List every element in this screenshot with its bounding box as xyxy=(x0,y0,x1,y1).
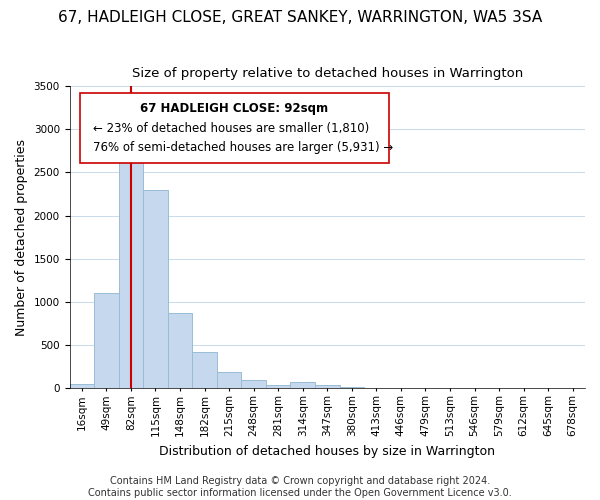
Y-axis label: Number of detached properties: Number of detached properties xyxy=(15,138,28,336)
Title: Size of property relative to detached houses in Warrington: Size of property relative to detached ho… xyxy=(131,68,523,80)
Text: 76% of semi-detached houses are larger (5,931) →: 76% of semi-detached houses are larger (… xyxy=(93,141,393,154)
Bar xyxy=(168,314,192,388)
Bar xyxy=(143,190,168,388)
Text: 67, HADLEIGH CLOSE, GREAT SANKEY, WARRINGTON, WA5 3SA: 67, HADLEIGH CLOSE, GREAT SANKEY, WARRIN… xyxy=(58,10,542,25)
Bar xyxy=(94,294,119,388)
Text: ← 23% of detached houses are smaller (1,810): ← 23% of detached houses are smaller (1,… xyxy=(93,122,369,134)
Bar xyxy=(241,380,266,388)
Bar xyxy=(70,384,94,388)
Bar xyxy=(119,154,143,388)
Bar xyxy=(315,386,340,388)
Text: Contains HM Land Registry data © Crown copyright and database right 2024.
Contai: Contains HM Land Registry data © Crown c… xyxy=(88,476,512,498)
Text: 67 HADLEIGH CLOSE: 92sqm: 67 HADLEIGH CLOSE: 92sqm xyxy=(140,102,329,116)
Bar xyxy=(340,387,364,388)
Bar xyxy=(290,382,315,388)
Bar xyxy=(217,372,241,388)
X-axis label: Distribution of detached houses by size in Warrington: Distribution of detached houses by size … xyxy=(159,444,495,458)
Bar xyxy=(266,386,290,388)
Bar xyxy=(192,352,217,389)
FancyBboxPatch shape xyxy=(80,94,389,163)
